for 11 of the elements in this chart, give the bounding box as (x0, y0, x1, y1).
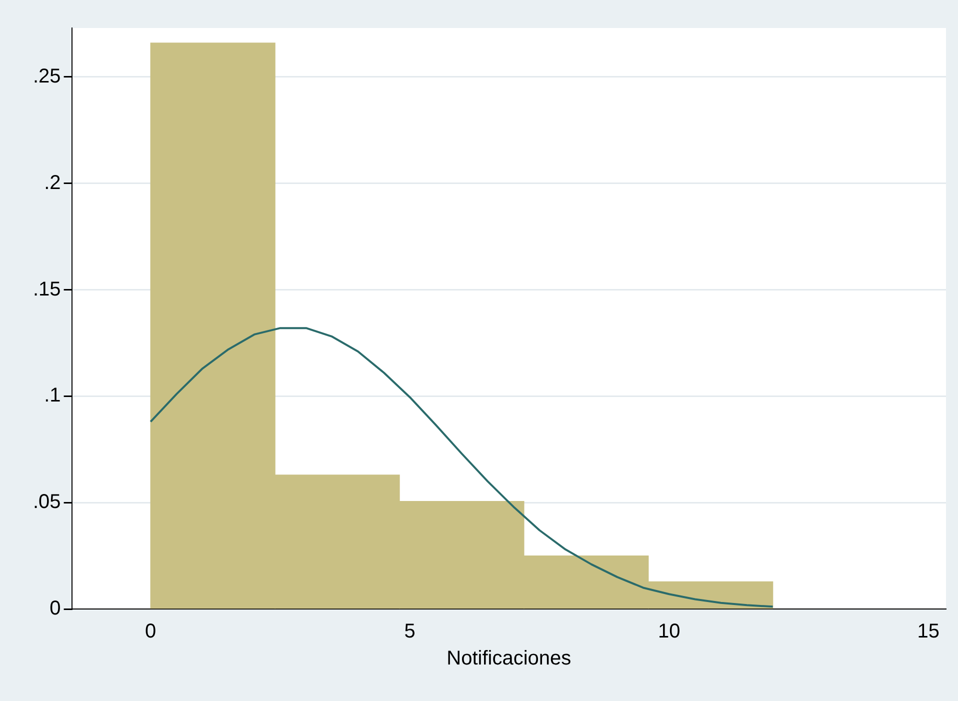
y-tick-label: 0 (50, 598, 61, 620)
y-tick-label: .25 (32, 65, 61, 88)
y-tick-label: .05 (32, 491, 61, 514)
x-tick-label: 15 (917, 620, 940, 643)
y-tick-label: .15 (32, 278, 61, 300)
x-axis-title: Notificaciones (446, 648, 572, 670)
x-tick-label: 10 (658, 620, 680, 643)
x-tick-label: 0 (145, 620, 156, 643)
x-tick-label: 5 (404, 620, 416, 643)
y-tick-label: .2 (44, 172, 61, 194)
y-tick-label: .1 (44, 384, 61, 407)
